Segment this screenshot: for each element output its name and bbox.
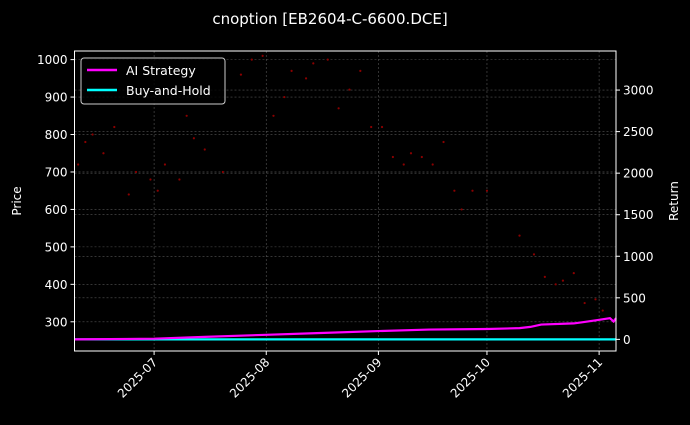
price-point (261, 54, 264, 57)
price-point (134, 170, 138, 174)
price-point (391, 155, 394, 159)
price-point (594, 298, 597, 301)
price-point (312, 62, 315, 65)
grid (74, 51, 616, 351)
legend-label-buyhold: Buy-and-Hold (126, 83, 211, 98)
price-point (409, 152, 413, 155)
price-point (149, 178, 152, 181)
price-point (326, 58, 329, 61)
y-axis-label-left: Price (10, 186, 24, 215)
chart-title: cnoption [EB2604-C-6600.DCE] (212, 10, 447, 28)
price-point (156, 189, 159, 192)
price-point (380, 125, 384, 129)
price-point (471, 189, 474, 192)
legend: AI Strategy Buy-and-Hold (80, 57, 226, 105)
y-tick-label-left: 900 (45, 91, 68, 105)
price-point (453, 189, 456, 192)
price-point (239, 73, 243, 76)
x-tick-label: 2025-11 (560, 355, 605, 400)
price-point (163, 163, 167, 166)
y-tick-label-right: 1500 (623, 208, 654, 222)
y-tick-label-left: 1000 (37, 53, 68, 67)
price-point (561, 279, 565, 282)
y-tick-label-right: 1000 (623, 250, 654, 264)
price-point (583, 301, 586, 305)
price-point (283, 95, 286, 99)
x-tick-label: 2025-08 (227, 355, 272, 400)
price-point (572, 271, 575, 275)
price-point (192, 137, 195, 140)
plot-area (74, 54, 617, 341)
price-point (250, 58, 253, 61)
legend-label-strategy: AI Strategy (126, 63, 196, 78)
price-point (84, 140, 87, 144)
price-point (304, 77, 308, 80)
price-point (178, 178, 181, 181)
price-point (431, 163, 434, 166)
price-point (460, 208, 463, 211)
price-point (337, 107, 340, 110)
price-point (77, 163, 80, 166)
price-point (420, 155, 423, 159)
price-point (518, 234, 521, 237)
y-axis-label-right: Return (667, 181, 681, 221)
price-point (185, 114, 188, 117)
axes: 300 400 500 600 700 800 900 1000 0 500 1000 1500 200… (37, 53, 654, 400)
price-point (272, 114, 275, 117)
price-point (359, 69, 362, 72)
y-tick-label-right: 2500 (623, 125, 654, 139)
y-tick-label-left: 800 (45, 128, 68, 142)
x-tick-label: 2025-07 (115, 355, 160, 400)
y-tick-label-left: 300 (45, 315, 68, 329)
price-point (91, 133, 94, 136)
y-tick-label-left: 600 (45, 203, 68, 217)
y-tick-label-left: 400 (45, 278, 68, 292)
price-point (442, 140, 445, 144)
price-point (532, 253, 536, 256)
price-point (554, 283, 557, 286)
price-point (102, 152, 105, 155)
y-tick-label-right: 3000 (623, 84, 654, 98)
price-point (402, 163, 405, 166)
plot-frame (74, 50, 617, 352)
x-tick-label: 2025-09 (339, 355, 384, 400)
y-tick-label-left: 500 (45, 240, 68, 254)
price-point (127, 193, 130, 196)
y-tick-label-left: 700 (45, 165, 68, 179)
y-tick-label-right: 500 (623, 291, 646, 305)
y-tick-label-right: 0 (623, 333, 631, 347)
price-point (203, 148, 206, 151)
price-point (370, 125, 373, 129)
ai-strategy-line (74, 317, 617, 341)
price-point (221, 170, 224, 174)
price-point (113, 125, 116, 129)
price-point (543, 275, 546, 278)
price-point (290, 69, 293, 72)
price-point (601, 309, 604, 312)
price-point (348, 88, 351, 91)
y-tick-label-right: 2000 (623, 167, 654, 181)
price-point (485, 189, 489, 192)
x-tick-label: 2025-10 (448, 355, 493, 400)
